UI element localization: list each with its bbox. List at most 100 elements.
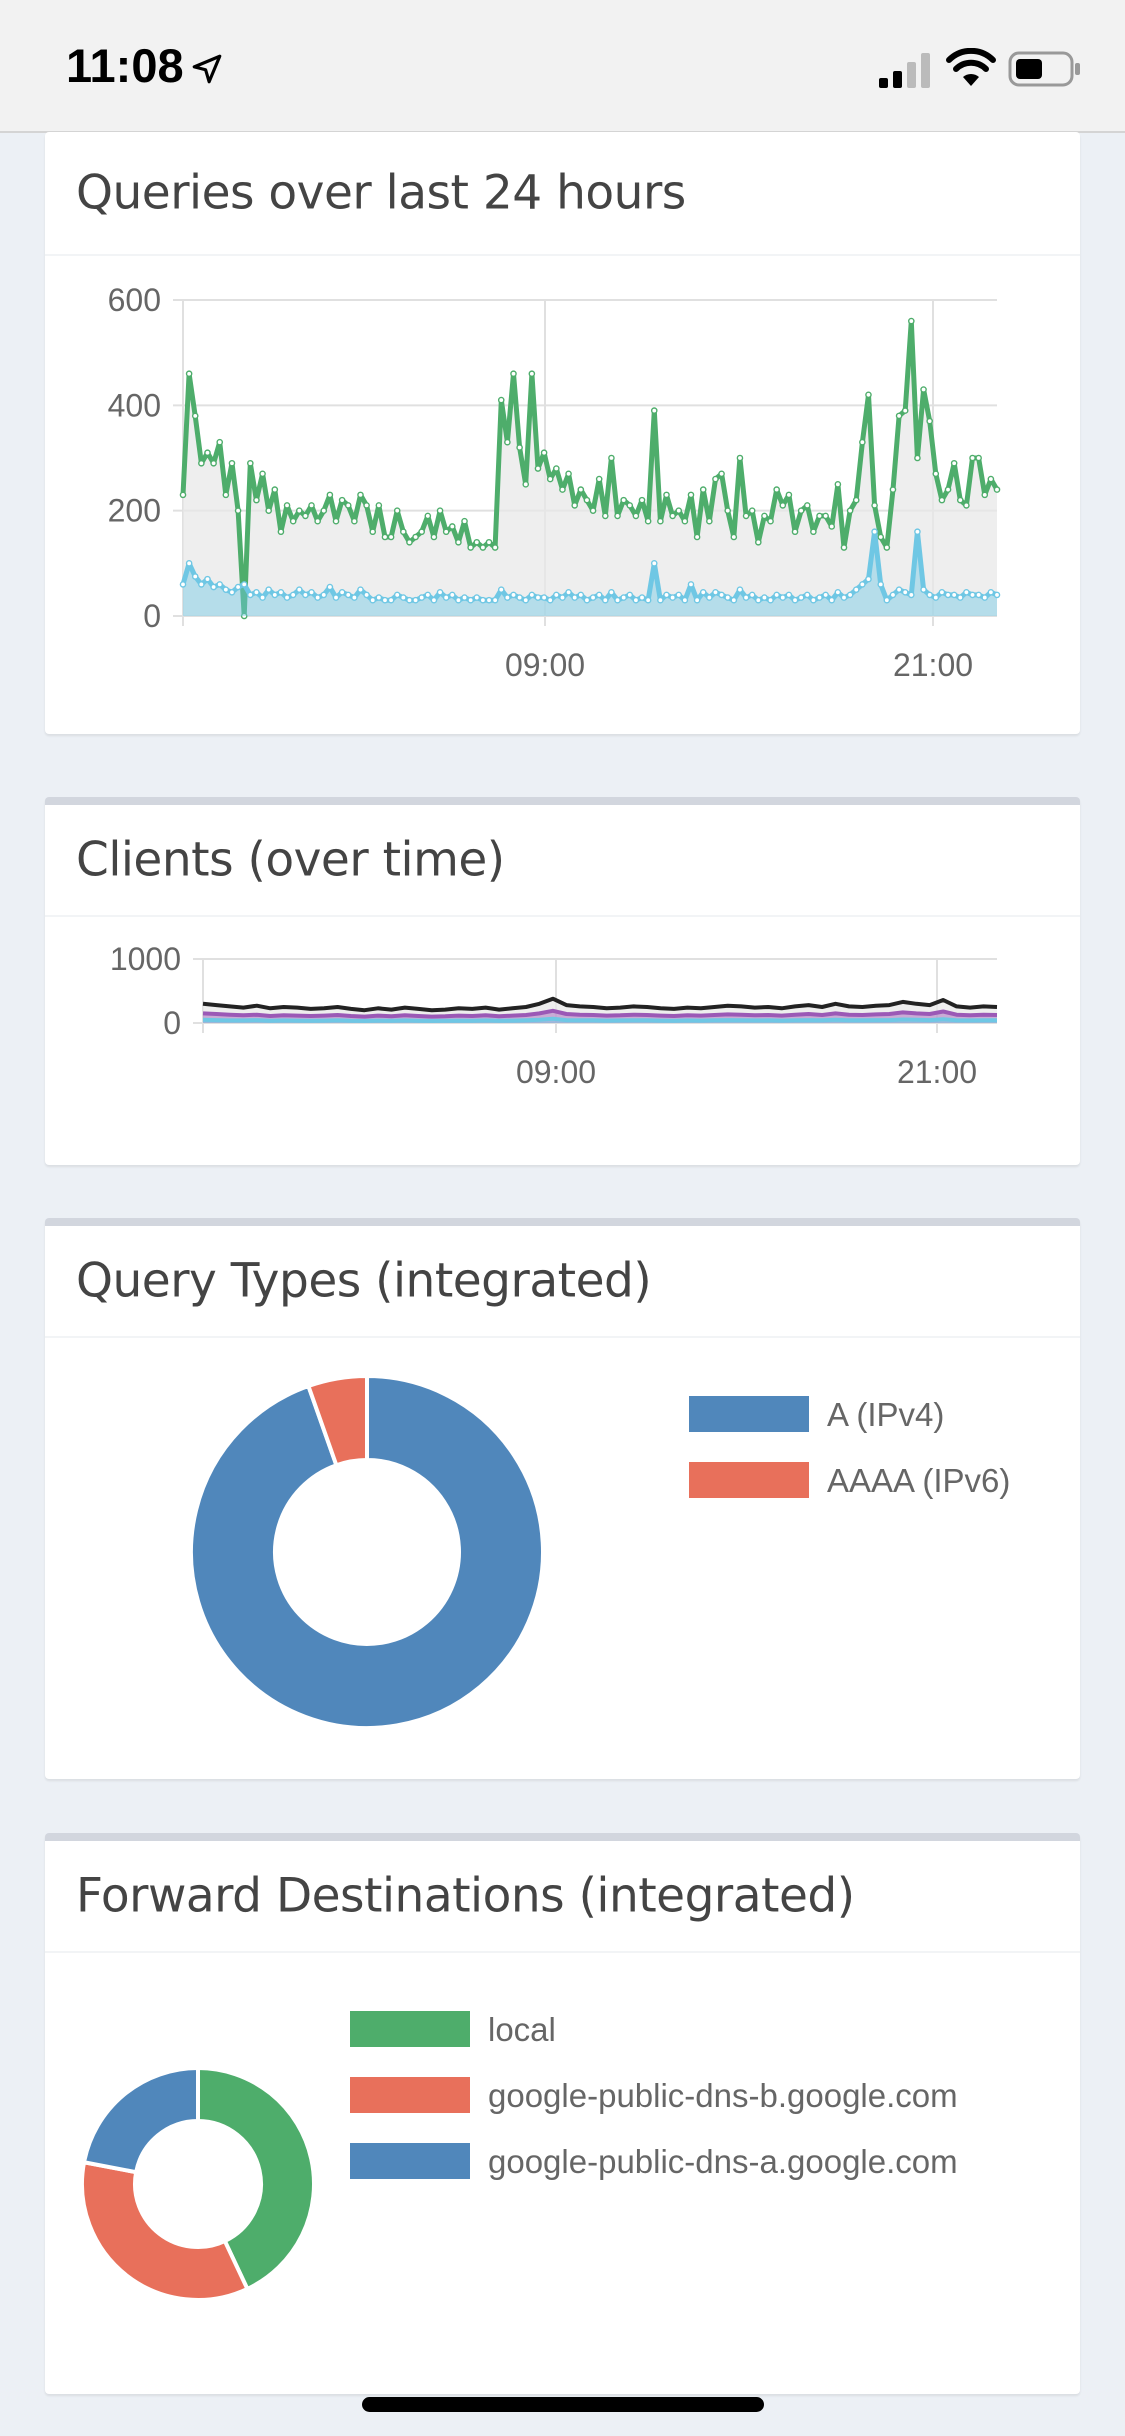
data-point — [644, 596, 652, 604]
data-point — [718, 470, 725, 478]
forward-destinations-chart[interactable]: local google-public-dns-b.google.com googl… — [45, 1953, 1080, 2386]
data-point — [889, 486, 897, 493]
data-point — [491, 596, 499, 604]
data-point — [442, 528, 450, 536]
data-point — [938, 588, 946, 596]
data-point — [761, 594, 768, 601]
pie-slice — [80, 2159, 251, 2302]
data-point — [693, 533, 701, 541]
data-point — [785, 491, 793, 499]
data-point — [877, 581, 885, 588]
data-point — [369, 528, 377, 536]
data-point — [773, 486, 780, 493]
data-point — [289, 517, 297, 525]
data-point — [179, 581, 187, 588]
data-point — [669, 594, 676, 601]
data-point — [614, 512, 621, 520]
battery-icon — [1008, 51, 1080, 87]
data-point — [791, 596, 799, 604]
data-point — [944, 486, 952, 493]
data-point — [308, 588, 315, 596]
data-point — [699, 588, 707, 596]
data-point — [504, 438, 511, 446]
data-point — [510, 370, 517, 378]
data-point — [540, 594, 548, 601]
data-point — [363, 502, 370, 509]
data-point — [295, 586, 303, 593]
data-point — [938, 496, 946, 504]
location-arrow-icon — [192, 54, 222, 84]
data-point — [755, 596, 762, 604]
data-point — [987, 475, 995, 483]
data-point — [320, 507, 328, 514]
home-indicator[interactable] — [362, 2397, 764, 2412]
y-tick-label: 0 — [143, 598, 161, 634]
x-tick-label: 09:00 — [505, 647, 585, 683]
data-point — [485, 538, 493, 546]
data-point — [638, 594, 646, 601]
data-point — [546, 475, 554, 483]
data-point — [871, 502, 878, 509]
data-point — [473, 538, 481, 546]
queries-chart[interactable]: 0 200 400 600 09:00 21:00 — [45, 256, 1080, 736]
data-point — [467, 596, 474, 604]
series-line-1 — [202, 1008, 998, 1019]
y-tick-label: 0 — [163, 1005, 181, 1041]
pie-slice — [196, 2065, 316, 2292]
data-point — [816, 512, 823, 520]
data-point — [920, 386, 927, 393]
legend-swatch — [689, 1396, 809, 1432]
data-point — [375, 594, 383, 601]
data-point — [516, 594, 523, 601]
data-point — [865, 391, 872, 399]
data-point — [846, 507, 854, 514]
data-point — [240, 612, 248, 620]
data-point — [901, 588, 909, 596]
data-point — [381, 533, 389, 541]
legend-swatch — [689, 1462, 809, 1498]
data-point — [822, 591, 829, 599]
data-point — [602, 596, 609, 604]
data-point — [381, 596, 389, 604]
data-point — [993, 591, 1001, 599]
data-point — [234, 583, 242, 591]
data-point — [369, 596, 377, 604]
pie-slice — [305, 1373, 369, 1468]
data-point — [828, 523, 836, 530]
data-point — [791, 528, 799, 536]
data-point — [314, 594, 321, 601]
data-point — [332, 594, 340, 601]
data-point — [436, 507, 444, 514]
clients-panel: Clients (over time) 0 1000 09:00 21:00 — [45, 797, 1080, 1165]
data-point — [803, 502, 811, 509]
status-time: 11:08 — [66, 39, 184, 92]
data-point — [632, 512, 640, 520]
data-point — [418, 594, 425, 601]
clients-chart[interactable]: 0 1000 09:00 21:00 — [45, 917, 1080, 1157]
data-point — [351, 517, 358, 525]
data-point — [908, 317, 915, 325]
data-point — [675, 591, 683, 599]
data-point — [834, 481, 842, 488]
data-point — [608, 588, 615, 596]
data-point — [277, 588, 285, 596]
query-types-panel: Query Types (integrated) A (IPv4) AAAA (I… — [45, 1218, 1080, 1779]
clients-panel-title: Clients (over time) — [76, 832, 505, 888]
data-point — [975, 591, 982, 599]
data-point — [497, 586, 505, 593]
data-point — [351, 594, 358, 601]
query-types-chart[interactable]: A (IPv4) AAAA (IPv6) — [45, 1338, 1080, 1771]
data-point — [222, 586, 230, 593]
data-point — [956, 496, 964, 504]
data-point — [491, 544, 499, 551]
data-point — [718, 591, 725, 599]
data-point — [803, 591, 811, 599]
data-point — [344, 502, 352, 509]
data-point — [253, 496, 260, 504]
data-point — [644, 517, 652, 525]
data-point — [277, 528, 285, 536]
data-point — [400, 594, 407, 601]
data-point — [191, 573, 199, 580]
series-line-2 — [202, 1016, 998, 1023]
data-point — [914, 454, 921, 462]
